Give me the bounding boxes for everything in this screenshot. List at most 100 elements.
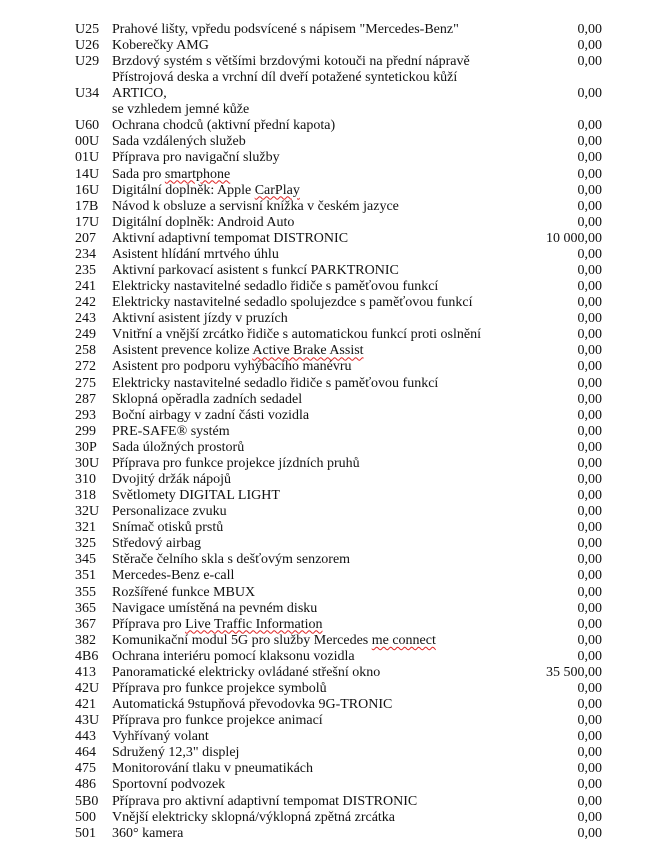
table-row: 243 Aktivní asistent jízdy v pruzích 0,00 xyxy=(75,311,602,327)
table-row: U34 Přístrojová deska a vrchní díl dveří … xyxy=(75,70,602,118)
description-text: Ochrana chodců (aktivní přední kapota) xyxy=(112,118,336,134)
description-text: Sada vzdálených služeb xyxy=(112,134,246,150)
option-description: Příprava pro funkce projekce animací xyxy=(112,713,492,729)
description-text: Asistent hlídání mrtvého úhlu xyxy=(112,246,279,262)
option-description: Ochrana chodců (aktivní přední kapota) xyxy=(112,118,492,134)
equipment-price-list: U25 Prahové lišty, vpředu podsvícené s ná… xyxy=(75,22,602,842)
option-description: Aktivní parkovací asistent s funkcí PARK… xyxy=(112,263,492,279)
table-row: 4B6 Ochrana interiéru pomocí klaksonu voz… xyxy=(75,649,602,665)
option-code: 242 xyxy=(75,295,96,311)
option-price: 0,00 xyxy=(577,439,603,455)
option-price: 0,00 xyxy=(577,22,603,38)
option-price: 0,00 xyxy=(577,54,603,70)
option-description: Koberečky AMG xyxy=(112,38,492,54)
option-code: 486 xyxy=(75,777,96,793)
option-description: Mercedes-Benz e-call xyxy=(112,568,492,584)
option-description: Asistent hlídání mrtvého úhlu xyxy=(112,247,492,263)
option-code: 235 xyxy=(75,262,96,278)
option-code: 475 xyxy=(75,761,96,777)
option-description: Vyhřívaný volant xyxy=(112,729,492,745)
table-row: 355 Rozšířené funkce MBUX 0,00 xyxy=(75,585,602,601)
table-row: 207 Aktivní adaptivní tempomat DISTRONIC 1… xyxy=(75,231,602,247)
option-price: 0,00 xyxy=(577,504,603,520)
description-text: Snímač otisků prstů xyxy=(112,520,224,536)
option-description: 360° kamera xyxy=(112,826,492,842)
option-description: Personalizace zvuku xyxy=(112,504,492,520)
option-price: 0,00 xyxy=(577,455,603,471)
option-price: 0,00 xyxy=(577,118,603,134)
option-code: 00U xyxy=(75,134,100,150)
description-text: PRE-SAFE® systém xyxy=(112,423,230,439)
description-text: Příprava pro funkce projekce jízdních pr… xyxy=(112,455,360,471)
option-price: 0,00 xyxy=(577,134,603,150)
option-description: Vnitřní a vnější zrcátko řidiče s automa… xyxy=(112,327,492,343)
option-code: 382 xyxy=(75,632,96,648)
option-code: 258 xyxy=(75,343,96,359)
table-row: 501 360° kamera 0,00 xyxy=(75,826,602,842)
table-row: 272 Asistent pro podporu vyhýbacího manév… xyxy=(75,359,602,375)
option-description: Digitální doplněk: Android Auto xyxy=(112,215,492,231)
description-text: Personalizace zvuku xyxy=(112,504,227,520)
description-text: Elektricky nastavitelné sedadlo řidiče s… xyxy=(112,279,439,295)
option-description: Příprava pro aktivní adaptivní tempomat … xyxy=(112,794,492,810)
option-description: Přístrojová deska a vrchní díl dveří pot… xyxy=(112,70,492,118)
description-text: Elektricky nastavitelné sedadlo řidiče s… xyxy=(112,375,439,391)
table-row: 17B Návod k obsluze a servisní knížka v č… xyxy=(75,199,602,215)
table-row: 475 Monitorování tlaku v pneumatikách 0,00 xyxy=(75,761,602,777)
description-text: Světlomety DIGITAL LIGHT xyxy=(112,488,280,504)
option-price: 35 500,00 xyxy=(546,664,602,680)
table-row: 241 Elektricky nastavitelné sedadlo řidič… xyxy=(75,279,602,295)
table-row: 464 Sdružený 12,3" displej 0,00 xyxy=(75,745,602,761)
description-text: Asistent pro podporu vyhýbacího manévru xyxy=(112,359,352,375)
option-description: Navigace umístěná na pevném disku xyxy=(112,601,492,617)
option-code: 17U xyxy=(75,214,100,230)
option-code: U26 xyxy=(75,38,100,54)
table-row: 321 Snímač otisků prstů 0,00 xyxy=(75,520,602,536)
option-code: 17B xyxy=(75,198,99,214)
table-row: 382 Komunikační modul 5G pro služby Merce… xyxy=(75,633,602,649)
option-code: 413 xyxy=(75,664,96,680)
option-code: 293 xyxy=(75,407,96,423)
option-code: 501 xyxy=(75,825,96,841)
option-price: 0,00 xyxy=(577,214,603,230)
table-row: 318 Světlomety DIGITAL LIGHT 0,00 xyxy=(75,488,602,504)
description-text: Dvojitý držák nápojů xyxy=(112,471,231,487)
option-description: Sklopná opěradla zadních sedadel xyxy=(112,392,492,408)
option-description: Příprava pro navigační služby xyxy=(112,150,492,166)
option-code: 243 xyxy=(75,311,96,327)
option-price: 0,00 xyxy=(577,246,603,262)
option-description: Sada úložných prostorů xyxy=(112,440,492,456)
table-row: U29 Brzdový systém s většími brzdovými ko… xyxy=(75,54,602,70)
option-description: Automatická 9stupňová převodovka 9G-TRON… xyxy=(112,697,492,713)
table-row: 242 Elektricky nastavitelné sedadlo spolu… xyxy=(75,295,602,311)
option-code: 299 xyxy=(75,423,96,439)
option-price: 0,00 xyxy=(577,584,603,600)
description-text: Digitální doplněk: Android Auto xyxy=(112,214,295,230)
table-row: 30P Sada úložných prostorů 0,00 xyxy=(75,440,602,456)
table-row: 365 Navigace umístěná na pevném disku 0,00 xyxy=(75,601,602,617)
table-row: 234 Asistent hlídání mrtvého úhlu 0,00 xyxy=(75,247,602,263)
description-text: Automatická 9stupňová převodovka 9G-TRON… xyxy=(112,697,393,713)
table-row: 01U Příprava pro navigační služby 0,00 xyxy=(75,150,602,166)
option-code: 32U xyxy=(75,504,100,520)
description-text: Příprava pro aktivní adaptivní tempomat … xyxy=(112,793,418,809)
description-text: Vnitřní a vnější zrcátko řidiče s automa… xyxy=(112,327,481,343)
description-text: Boční airbagy v zadní části vozidla xyxy=(112,407,310,423)
option-description: Brzdový systém s většími brzdovými kotou… xyxy=(112,54,492,70)
option-price: 0,00 xyxy=(577,295,603,311)
option-description: Aktivní asistent jízdy v pruzích xyxy=(112,311,492,327)
description-text: Asistent prevence kolize xyxy=(112,343,253,359)
option-description: Elektricky nastavitelné sedadlo spolujez… xyxy=(112,295,492,311)
option-code: 310 xyxy=(75,471,96,487)
option-price: 0,00 xyxy=(577,745,603,761)
option-code: 287 xyxy=(75,391,96,407)
option-code: 345 xyxy=(75,552,96,568)
description-text: Elektricky nastavitelné sedadlo spolujez… xyxy=(112,295,473,311)
option-code: 500 xyxy=(75,809,96,825)
option-price: 0,00 xyxy=(577,359,603,375)
option-description: Aktivní adaptivní tempomat DISTRONIC xyxy=(112,231,492,247)
table-row: 5B0 Příprava pro aktivní adaptivní tempom… xyxy=(75,794,602,810)
table-row: 351 Mercedes-Benz e-call 0,00 xyxy=(75,568,602,584)
table-row: U26 Koberečky AMG 0,00 xyxy=(75,38,602,54)
option-price: 0,00 xyxy=(577,471,603,487)
